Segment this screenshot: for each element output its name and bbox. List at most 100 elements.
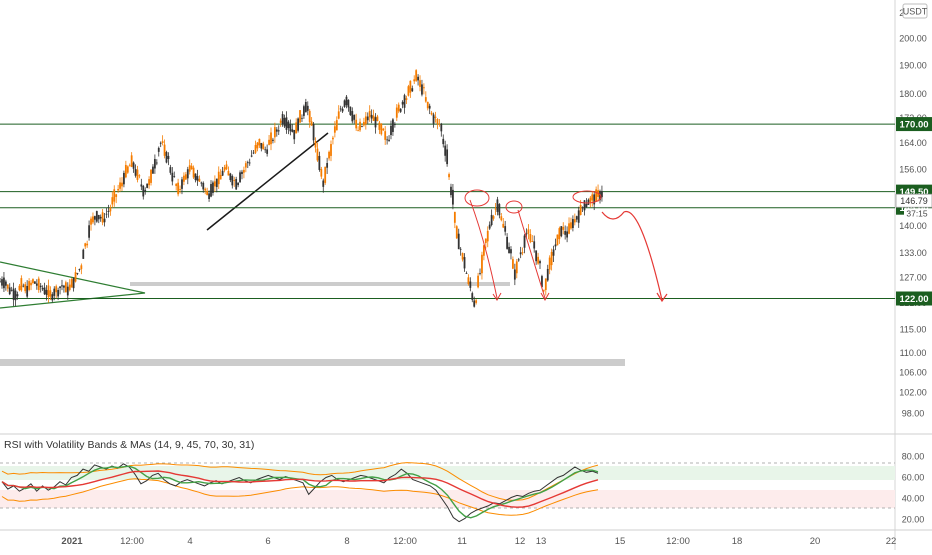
candle-body	[492, 216, 495, 219]
candle-body	[471, 293, 474, 300]
candle-body	[295, 122, 298, 134]
candle-body	[403, 95, 406, 108]
candle-body	[95, 211, 98, 222]
candle-body	[285, 117, 288, 130]
arrow-2	[517, 209, 546, 299]
candle-body	[136, 169, 139, 180]
candle-body	[502, 223, 505, 228]
candle-body	[246, 162, 249, 164]
candle-body	[115, 194, 118, 197]
candle-body	[64, 282, 67, 293]
candle-body	[417, 76, 419, 81]
candle-body	[188, 165, 191, 172]
candle-body	[233, 180, 236, 181]
time-tick-label: 12:00	[393, 536, 417, 547]
candle-body	[355, 119, 358, 129]
candle-body	[113, 189, 116, 202]
candle-body	[225, 164, 228, 170]
candle-body	[533, 241, 536, 249]
indicator-tick-label: 80.00	[902, 452, 925, 462]
candle-body	[78, 269, 81, 270]
candle-body	[49, 290, 52, 297]
candle-body	[86, 243, 89, 246]
candle-body	[424, 97, 427, 102]
candle-body	[82, 249, 85, 259]
candle-body	[144, 189, 147, 192]
price-tick-label: 133.00	[899, 248, 927, 258]
candle-body	[55, 286, 58, 293]
candle-body	[430, 112, 433, 115]
candle-body	[386, 139, 389, 141]
level-price-label: 170.00	[899, 120, 928, 131]
candle-body	[568, 223, 570, 234]
time-tick-label: 2021	[61, 536, 83, 547]
time-tick-label: 13	[536, 536, 547, 547]
candle-body	[121, 182, 123, 187]
candle-body	[268, 139, 270, 145]
candle-body	[117, 189, 120, 191]
candle-body	[109, 207, 112, 212]
candle-body	[219, 174, 222, 180]
candle-body	[459, 248, 462, 250]
candle-body	[183, 175, 185, 182]
candle-body	[229, 173, 232, 181]
candle-body	[457, 233, 460, 250]
price-tick-label: 115.00	[900, 325, 927, 335]
top-marker-1	[464, 189, 490, 207]
candle-body	[293, 129, 296, 140]
candle-body	[390, 125, 392, 136]
candle-body	[184, 174, 187, 180]
candle-body	[535, 250, 538, 262]
candle-body	[165, 152, 168, 163]
candle-body	[374, 117, 377, 128]
candle-body	[241, 171, 243, 175]
price-tick-label: 164.00	[899, 138, 927, 148]
candle-body	[442, 138, 445, 145]
candle-body	[510, 249, 512, 254]
candle-body	[440, 124, 443, 132]
candle-body	[291, 129, 294, 132]
candle-body	[546, 268, 549, 281]
price-tick-label: 102.00	[899, 388, 927, 398]
candle-body	[107, 210, 110, 212]
candle-body	[513, 269, 516, 280]
rsi-ma-slow	[1, 470, 599, 508]
candle-body	[152, 166, 154, 174]
candle-body	[347, 99, 350, 108]
arrow-1	[469, 199, 498, 299]
currency-badge[interactable]	[902, 3, 928, 19]
candle-body	[482, 245, 485, 256]
candle-body	[378, 122, 381, 130]
candle-body	[434, 116, 437, 118]
candle-body	[221, 170, 224, 176]
candle-body	[490, 214, 493, 226]
candle-body	[270, 132, 272, 145]
candle-body	[223, 167, 226, 171]
candle-body	[345, 96, 348, 106]
candle-body	[74, 272, 77, 282]
candle-body	[140, 184, 143, 187]
candle-body	[508, 246, 510, 253]
candle-body	[28, 281, 30, 290]
candle-body	[376, 116, 379, 121]
candle-body	[308, 110, 311, 123]
candle-body	[155, 162, 158, 164]
rsi-lower-band	[1, 478, 599, 516]
candle-body	[123, 172, 125, 185]
candle-body	[43, 287, 46, 295]
candle-body	[1, 279, 3, 286]
candle-body	[146, 183, 149, 188]
candle-body	[208, 193, 210, 199]
overbought-zone	[0, 466, 895, 480]
candle-body	[260, 142, 263, 149]
rsi-upper-band	[1, 462, 599, 501]
candle-body	[438, 123, 441, 125]
candle-body	[523, 235, 526, 248]
candle-body	[316, 148, 319, 161]
candle-body	[159, 142, 162, 144]
candle-body	[372, 115, 375, 121]
candle-body	[235, 179, 238, 190]
candle-body	[16, 294, 19, 297]
candle-body	[150, 169, 152, 183]
